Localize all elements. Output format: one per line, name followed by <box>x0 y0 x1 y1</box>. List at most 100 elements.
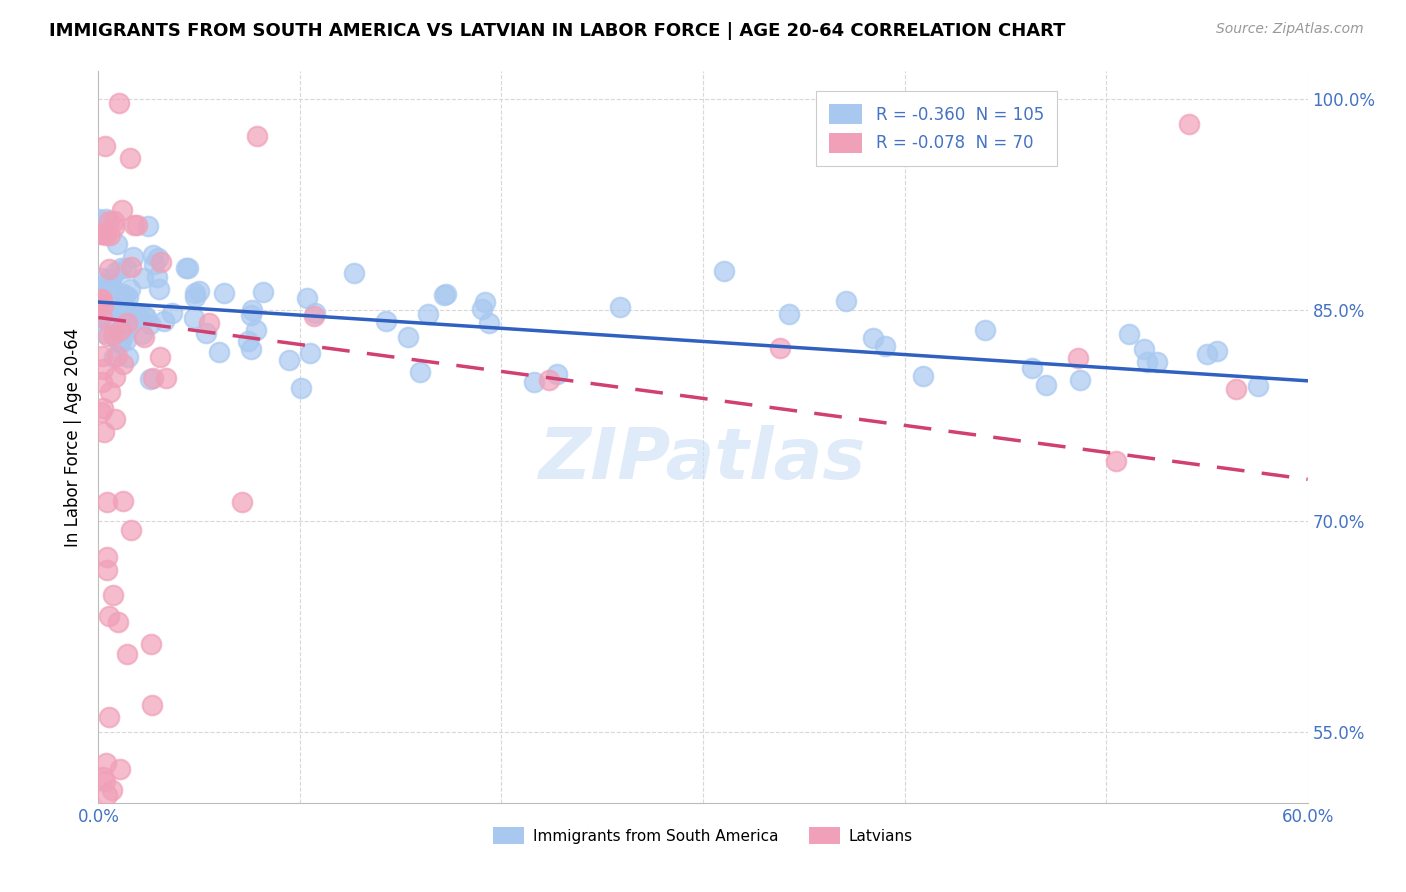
Point <box>108 335 131 350</box>
Point <box>94 228 117 243</box>
Point <box>104 370 127 384</box>
Point <box>143 257 166 271</box>
Point <box>433 288 456 302</box>
Point <box>90 376 112 390</box>
Point <box>103 220 125 235</box>
Point <box>112 316 135 330</box>
Point <box>98 261 121 276</box>
Point <box>96 550 118 565</box>
Point <box>474 294 496 309</box>
Point <box>114 289 136 303</box>
Point <box>1247 379 1270 393</box>
Point <box>343 266 366 280</box>
Point <box>100 385 122 400</box>
Point <box>87 297 110 311</box>
Point <box>187 285 209 299</box>
Point <box>1069 373 1091 387</box>
Point <box>911 369 934 384</box>
Point <box>149 254 172 268</box>
Point <box>769 341 792 355</box>
Point <box>174 260 197 275</box>
Point <box>96 563 118 577</box>
Point <box>132 271 155 285</box>
Point <box>108 323 131 337</box>
Point <box>125 218 148 232</box>
Point <box>1136 355 1159 369</box>
Point <box>184 289 207 303</box>
Point <box>409 366 432 380</box>
Point <box>239 343 262 357</box>
Point <box>1205 344 1227 359</box>
Point <box>93 326 115 340</box>
Point <box>90 310 112 324</box>
Point <box>236 334 259 348</box>
Point <box>245 323 267 337</box>
Point <box>96 495 118 509</box>
Point <box>1067 351 1090 366</box>
Point <box>208 345 231 359</box>
Point <box>120 523 142 537</box>
Point <box>110 763 132 777</box>
Point <box>212 285 235 300</box>
Point <box>1118 326 1140 341</box>
Point <box>121 250 143 264</box>
Point <box>104 411 127 425</box>
Point <box>100 303 122 318</box>
Point <box>111 331 134 345</box>
Point <box>108 335 131 350</box>
Point <box>142 371 165 385</box>
Point <box>100 274 122 288</box>
Point <box>295 291 318 305</box>
Point <box>862 331 884 345</box>
Point <box>94 138 117 153</box>
Point <box>94 756 117 770</box>
Point <box>290 381 312 395</box>
Point <box>239 308 262 322</box>
Point <box>436 287 458 301</box>
Point <box>160 306 183 320</box>
Point <box>184 286 207 301</box>
Point <box>101 588 124 602</box>
Point <box>115 334 138 348</box>
Point <box>778 308 800 322</box>
Point <box>198 316 221 330</box>
Point <box>90 349 112 363</box>
Text: ZIPatlas: ZIPatlas <box>540 425 866 493</box>
Point <box>107 95 129 110</box>
Point <box>107 349 129 363</box>
Point <box>396 330 419 344</box>
Point <box>105 329 128 343</box>
Point <box>246 128 269 143</box>
Text: IMMIGRANTS FROM SOUTH AMERICA VS LATVIAN IN LABOR FORCE | AGE 20-64 CORRELATION : IMMIGRANTS FROM SOUTH AMERICA VS LATVIAN… <box>49 22 1066 40</box>
Point <box>134 309 156 323</box>
Point <box>115 648 138 662</box>
Point <box>111 357 134 371</box>
Point <box>1197 347 1219 361</box>
Point <box>609 300 631 314</box>
Point <box>101 783 124 797</box>
Point <box>91 298 114 312</box>
Point <box>90 293 112 308</box>
Point <box>1035 377 1057 392</box>
Point <box>304 306 326 320</box>
Point <box>470 302 492 317</box>
Point <box>114 302 136 317</box>
Point <box>96 788 118 802</box>
Point <box>89 292 111 306</box>
Point <box>141 698 163 712</box>
Point <box>98 710 121 724</box>
Point <box>98 608 121 623</box>
Point <box>90 286 112 301</box>
Point <box>138 318 160 332</box>
Point <box>155 371 177 385</box>
Point <box>103 214 125 228</box>
Point <box>89 227 111 242</box>
Point <box>240 303 263 318</box>
Point <box>111 494 134 508</box>
Point <box>97 313 120 327</box>
Point <box>299 346 322 360</box>
Point <box>974 323 997 337</box>
Point <box>101 281 124 295</box>
Point <box>105 237 128 252</box>
Point <box>89 311 111 326</box>
